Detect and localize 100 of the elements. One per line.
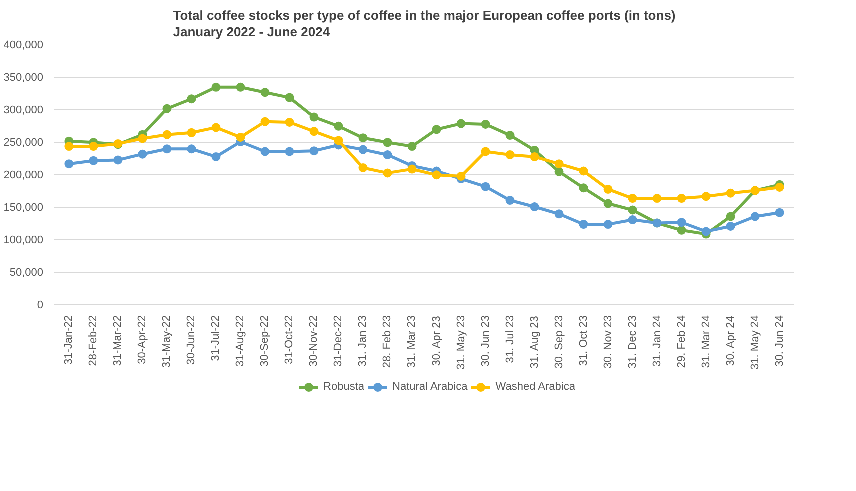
point — [260, 117, 270, 126]
x-tick-label: 30-Nov-22 — [308, 316, 320, 367]
y-tick-label: 400,000 — [4, 40, 44, 52]
point — [677, 226, 686, 235]
point — [604, 220, 613, 230]
x-tick-label: 30-Jun-22 — [186, 315, 198, 366]
x-tick-label: 31-Jan-22 — [63, 315, 76, 366]
y-tick-label: 100,000 — [4, 234, 44, 246]
point — [285, 93, 294, 102]
point — [187, 144, 196, 154]
point — [89, 156, 98, 166]
point — [358, 164, 368, 172]
x-tick-label: 31-Mar-22 — [112, 315, 124, 366]
x-tick-label: 28. Feb 23 — [382, 316, 394, 368]
x-tick-label: 31. Aug 23 — [528, 316, 541, 369]
point — [408, 142, 417, 152]
x-tick-label: 29. Feb 24 — [676, 316, 688, 368]
chart-title: Total coffee stocks per type of coffee in the major European coffee ports (in tons) January 2022 - June 2024 — [173, 8, 676, 40]
point — [162, 104, 172, 114]
x-tick-label: 31-Aug-22 — [234, 315, 247, 367]
y-tick-label: 200,000 — [4, 170, 44, 182]
point — [236, 132, 246, 142]
x-tick-label: 30-Apr-22 — [136, 315, 149, 364]
point — [358, 145, 368, 154]
point — [212, 123, 221, 132]
point — [456, 119, 466, 128]
legend-label: Robusta — [324, 381, 365, 393]
point — [260, 147, 270, 156]
point — [432, 170, 442, 180]
point — [260, 88, 270, 98]
y-tick-label: 350,000 — [4, 72, 44, 84]
point — [383, 138, 392, 148]
point — [750, 212, 760, 222]
point — [236, 82, 246, 92]
x-tick-label: 31. Jan 23 — [357, 316, 370, 367]
x-tick-label: 31-Jul-22 — [210, 316, 222, 362]
point — [432, 125, 442, 134]
x-tick-label: 30. Sep 23 — [553, 315, 566, 369]
point — [677, 218, 686, 228]
x-tick-label: 31-May-22 — [161, 316, 174, 368]
x-tick-label: 30. Apr 24 — [724, 316, 737, 366]
x-tick-label: 31. May 24 — [749, 316, 762, 370]
x-tick-label: 31-Dec-22 — [332, 316, 345, 367]
point — [162, 130, 172, 140]
x-tick-label: 30. Apr 23 — [430, 316, 443, 366]
point — [456, 172, 466, 181]
point — [64, 142, 74, 152]
point — [506, 131, 515, 140]
point — [64, 160, 74, 169]
point — [628, 206, 638, 215]
point — [481, 147, 490, 156]
point — [383, 168, 392, 178]
point — [726, 188, 736, 198]
point — [187, 128, 196, 138]
point — [285, 147, 294, 156]
y-tick-label: 300,000 — [4, 104, 44, 116]
point — [530, 152, 540, 162]
point — [114, 156, 123, 165]
point — [481, 120, 490, 129]
x-tick-label: 30. Jun 24 — [774, 316, 786, 367]
x-tick-label: 31. Mar 24 — [700, 315, 712, 368]
y-tick-label: 150,000 — [4, 202, 44, 214]
point — [506, 196, 515, 205]
point — [506, 150, 515, 160]
point — [554, 210, 564, 219]
x-tick-label: 31. Oct 23 — [578, 315, 590, 366]
point — [481, 182, 490, 192]
point — [579, 166, 588, 176]
point — [726, 212, 736, 222]
legend-label: Washed Arabica — [496, 381, 576, 393]
x-tick-label: 30-Sep-22 — [259, 315, 272, 367]
point — [408, 164, 417, 174]
point — [604, 184, 613, 194]
point — [628, 216, 638, 224]
point — [702, 192, 711, 202]
x-tick-label: 31. May 23 — [455, 316, 468, 370]
point — [162, 144, 172, 154]
x-tick-label: 30. Nov 23 — [602, 316, 614, 369]
point — [187, 94, 196, 104]
point — [677, 194, 686, 204]
point — [628, 194, 638, 204]
y-tick-label: 0 — [37, 300, 44, 312]
point — [604, 199, 613, 208]
point — [530, 202, 540, 212]
point — [138, 134, 148, 144]
point — [285, 118, 294, 127]
point — [775, 183, 784, 192]
point — [554, 167, 564, 176]
legend-label: Natural Arabica — [392, 381, 468, 393]
x-tick-label: 30. Jun 23 — [480, 316, 492, 367]
point — [310, 146, 319, 156]
x-tick-label: 31-Oct-22 — [284, 315, 296, 364]
point — [702, 227, 711, 236]
point — [775, 208, 784, 218]
point — [334, 136, 344, 146]
point — [212, 152, 221, 162]
x-tick-label: 31. Jul 23 — [504, 316, 516, 364]
x-tick-label: 31. Mar 23 — [406, 315, 418, 368]
point — [334, 122, 344, 131]
point — [358, 134, 368, 143]
